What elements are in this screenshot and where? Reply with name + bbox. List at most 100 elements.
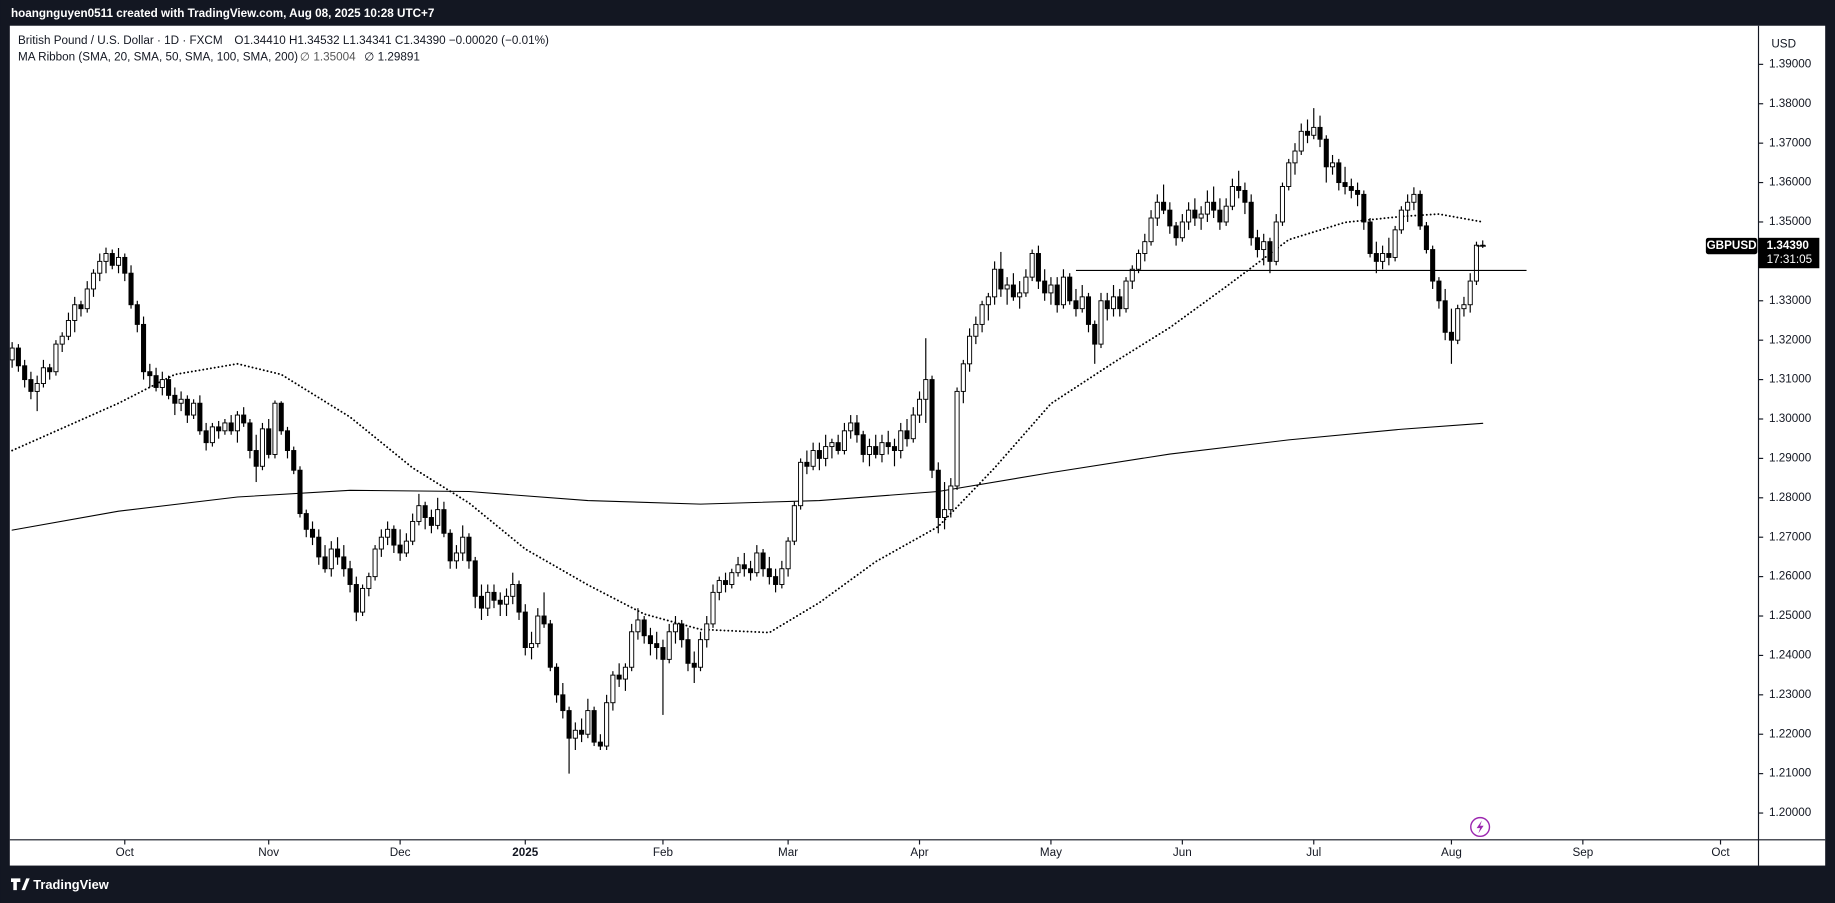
candle-body	[873, 446, 879, 455]
lightning-icon[interactable]	[1470, 816, 1491, 838]
candle-body	[228, 422, 234, 432]
candle-body	[510, 584, 516, 597]
candle-body	[1029, 253, 1035, 278]
candle-body	[1342, 182, 1348, 187]
candle-body	[942, 509, 948, 518]
y-tick-label: 1.32000	[1769, 333, 1812, 346]
x-tick-label: Apr	[910, 846, 928, 859]
candle-body	[1355, 189, 1361, 195]
credit: hoangnguyen0511 created with TradingView…	[11, 7, 434, 20]
candle-body	[1054, 284, 1060, 306]
candle-body	[1279, 186, 1286, 223]
candle-body	[804, 461, 810, 467]
candle-body	[485, 591, 491, 609]
candle-body	[560, 694, 566, 712]
candle-body	[992, 268, 998, 298]
candle-body	[604, 702, 610, 747]
candle-body	[585, 710, 591, 735]
candle-body	[629, 631, 635, 668]
candle-body	[766, 568, 772, 578]
candle-body	[278, 402, 284, 432]
candle-body	[247, 422, 253, 451]
candle-body	[935, 469, 941, 518]
candle-body	[184, 398, 190, 416]
candle-body	[1254, 237, 1260, 251]
x-tick-label: Oct	[116, 846, 135, 859]
y-tick-label: 1.23000	[1769, 688, 1812, 701]
candle-body	[40, 367, 46, 384]
candle-body	[1304, 130, 1311, 136]
candle-body	[335, 548, 341, 558]
x-tick-label: Jul	[1306, 846, 1321, 859]
y-tick-label: 1.33000	[1769, 294, 1812, 307]
candle-body	[1286, 162, 1292, 187]
y-tick-label: 1.24000	[1769, 649, 1812, 662]
candle-body	[654, 643, 660, 649]
countdown: 17:31:05	[1767, 253, 1813, 266]
candle-body	[122, 256, 128, 274]
candle-body	[1079, 296, 1085, 310]
candle-body	[297, 469, 303, 515]
y-tick-label: 1.31000	[1769, 373, 1812, 386]
x-tick-label: Sep	[1572, 846, 1593, 859]
candle-body	[829, 442, 835, 448]
candle-body	[203, 430, 209, 444]
candle-body	[1098, 300, 1104, 345]
candle-body	[22, 365, 28, 381]
candle-body	[929, 379, 935, 471]
candle-body	[191, 402, 197, 416]
candle-body	[810, 450, 816, 467]
candle-body	[34, 383, 40, 392]
candle-body	[998, 268, 1004, 290]
candle-body	[1292, 150, 1298, 164]
candle-body	[566, 710, 572, 739]
candle-body	[516, 584, 522, 613]
candle-body	[1129, 268, 1135, 282]
legend-ma-value: ∅ 1.35004	[300, 50, 356, 63]
candle-body	[916, 398, 923, 416]
candle-body	[497, 599, 503, 605]
candle-body	[1092, 323, 1098, 345]
candle-body	[672, 623, 678, 633]
candle-body	[666, 631, 672, 660]
candle-body	[1323, 138, 1329, 168]
symbol-tag	[1705, 237, 1758, 255]
candle-body	[328, 548, 334, 570]
candle-body	[309, 528, 316, 538]
candle-body	[1242, 189, 1248, 203]
candle-body	[967, 335, 973, 365]
candle-body	[347, 568, 353, 585]
candle-body	[1035, 253, 1041, 282]
candle-body	[616, 674, 622, 680]
candle-body	[848, 422, 854, 432]
candle-body	[879, 442, 885, 455]
candle-body	[1330, 162, 1336, 168]
candle-body	[1186, 209, 1192, 223]
candle-body	[1380, 253, 1386, 262]
candle-body	[572, 729, 578, 739]
candle-body	[904, 430, 910, 440]
candle-body	[385, 528, 391, 538]
candle-body	[460, 536, 466, 554]
candle-body	[1461, 304, 1467, 310]
candle-body	[1042, 280, 1048, 294]
candle-body	[1104, 300, 1110, 310]
y-tick-label: 1.25000	[1769, 609, 1812, 622]
candle-body	[1048, 284, 1054, 294]
candle-body	[47, 367, 53, 373]
candle-body	[722, 580, 729, 585]
candle-body	[729, 572, 735, 585]
candle-body	[59, 335, 65, 345]
tv-logo[interactable]: TradingView	[10, 877, 110, 892]
candle-body	[1467, 280, 1473, 306]
candle-body	[910, 414, 916, 440]
price-tag-label: 1.34390	[1767, 239, 1810, 252]
candle-body	[1430, 249, 1436, 282]
candle-body	[660, 647, 666, 660]
candle-body	[773, 576, 779, 585]
candle-body	[1229, 186, 1235, 207]
candle-body	[416, 505, 422, 522]
candle-body	[985, 296, 991, 306]
candle-body	[15, 347, 21, 367]
candle-body	[266, 428, 272, 455]
